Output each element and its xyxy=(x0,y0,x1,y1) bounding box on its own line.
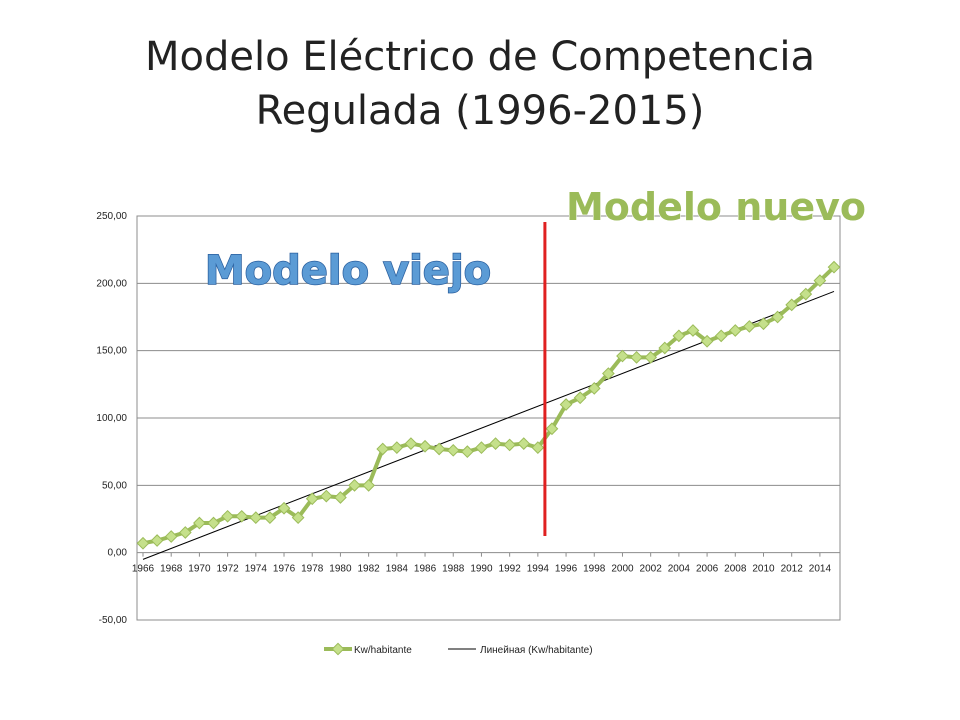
data-point xyxy=(418,439,432,453)
y-tick-label: -50,00 xyxy=(99,615,128,626)
data-point xyxy=(404,437,418,450)
data-point xyxy=(207,516,220,530)
data-point xyxy=(827,260,841,274)
y-tick-label: 250,00 xyxy=(96,211,127,222)
slide-title-line-1: Modelo Eléctrico de Competencia xyxy=(144,34,816,80)
data-point xyxy=(658,341,672,355)
data-point xyxy=(757,317,770,331)
data-point xyxy=(489,437,502,450)
plot-area-border xyxy=(136,215,841,621)
data-point xyxy=(263,511,277,525)
data-point xyxy=(319,489,333,503)
slide-title: Modelo Eléctrico de Competencia Regulada… xyxy=(0,30,960,138)
data-point xyxy=(432,442,446,456)
x-tick-label: 1972 xyxy=(216,564,239,575)
x-tick-label: 1986 xyxy=(414,564,437,575)
gridlines xyxy=(136,215,841,621)
x-tick-label: 1968 xyxy=(160,564,183,575)
data-point xyxy=(700,334,714,348)
legend: Kw/habitante Линейная (Kw/habitante) xyxy=(324,642,593,656)
data-point xyxy=(616,349,629,363)
x-tick-label: 1998 xyxy=(583,564,606,575)
series-line-kw-habitante xyxy=(142,265,836,546)
data-point xyxy=(728,324,742,337)
data-point xyxy=(235,509,249,523)
data-point xyxy=(305,492,319,506)
data-point xyxy=(334,491,347,504)
x-tick-label: 2010 xyxy=(752,564,775,575)
data-point xyxy=(446,443,460,457)
data-point xyxy=(743,320,756,333)
data-point xyxy=(785,298,799,312)
legend-trend-label: Линейная (Kw/habitante) xyxy=(480,645,593,656)
x-tick-label: 2008 xyxy=(724,564,747,575)
legend-series-label: Kw/habitante xyxy=(354,645,412,656)
data-point xyxy=(249,511,263,525)
x-tick-label: 1966 xyxy=(132,564,155,575)
data-point xyxy=(362,478,375,492)
x-axis-ticks: 1966 1968 1970 1972 1974 1976 1978 1980 1982 1984… xyxy=(132,552,832,575)
data-point xyxy=(136,536,150,550)
data-point xyxy=(164,530,178,543)
data-point xyxy=(221,509,234,523)
callout-modelo-nuevo: Modelo nuevo xyxy=(566,185,866,229)
x-tick-label: 1974 xyxy=(245,564,268,575)
x-tick-label: 2012 xyxy=(781,564,804,575)
data-point xyxy=(277,501,291,515)
data-point xyxy=(686,324,700,337)
data-point xyxy=(644,351,658,364)
y-tick-label: 50,00 xyxy=(102,480,127,491)
data-point xyxy=(813,274,827,288)
data-point xyxy=(714,329,728,343)
data-point xyxy=(517,437,531,450)
data-point xyxy=(503,438,517,452)
series-markers xyxy=(136,260,841,550)
x-tick-label: 1990 xyxy=(470,564,493,575)
data-point xyxy=(672,329,686,343)
data-point xyxy=(193,516,206,530)
data-point xyxy=(348,478,361,492)
legend-series-marker xyxy=(331,642,345,656)
data-point xyxy=(545,422,559,436)
data-point xyxy=(799,287,813,301)
x-tick-label: 1976 xyxy=(273,564,296,575)
data-point xyxy=(573,391,587,405)
x-tick-label: 1982 xyxy=(358,564,381,575)
data-point xyxy=(376,442,390,456)
x-tick-label: 2014 xyxy=(809,564,832,575)
data-point xyxy=(559,398,573,411)
data-point xyxy=(531,441,545,454)
data-point xyxy=(460,445,474,459)
x-tick-label: 2006 xyxy=(696,564,719,575)
y-tick-label: 200,00 xyxy=(96,278,127,289)
data-point xyxy=(475,441,488,454)
data-point xyxy=(587,382,601,395)
data-point xyxy=(390,441,404,454)
slide-title-line-2: Regulada (1996-2015) xyxy=(255,88,705,134)
data-point xyxy=(630,351,643,364)
data-point xyxy=(291,511,305,525)
x-tick-label: 1992 xyxy=(499,564,522,575)
data-point xyxy=(602,367,615,380)
x-tick-label: 1980 xyxy=(329,564,352,575)
data-point xyxy=(771,310,784,324)
x-tick-label: 1996 xyxy=(555,564,578,575)
callout-modelo-viejo: Modelo viejo xyxy=(205,248,491,294)
x-tick-label: 1988 xyxy=(442,564,465,575)
x-tick-label: 2000 xyxy=(611,564,634,575)
y-tick-label: 0,00 xyxy=(108,548,128,559)
x-tick-label: 1994 xyxy=(527,564,550,575)
x-tick-label: 1970 xyxy=(188,564,211,575)
data-point xyxy=(178,526,192,539)
y-tick-label: 100,00 xyxy=(96,413,127,424)
x-tick-label: 1978 xyxy=(301,564,324,575)
x-tick-label: 2004 xyxy=(668,564,691,575)
y-tick-label: 150,00 xyxy=(96,346,127,357)
x-tick-label: 1984 xyxy=(386,564,409,575)
y-axis-ticks: 250,00 200,00 150,00 100,00 50,00 0,00 -50,00 xyxy=(96,211,127,626)
x-tick-label: 2002 xyxy=(640,564,663,575)
data-point xyxy=(150,534,164,547)
